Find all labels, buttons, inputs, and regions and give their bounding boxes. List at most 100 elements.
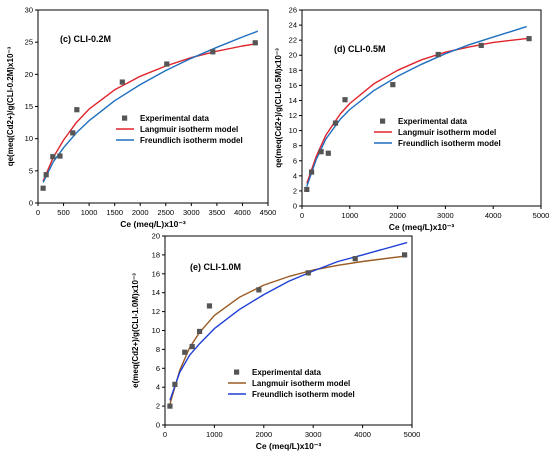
y-tick-label: 12: [152, 307, 160, 316]
x-tick-label: 1000: [206, 430, 223, 439]
data-point: [325, 150, 331, 156]
x-axis-title: Ce (meq/L)x10⁻³: [256, 441, 322, 451]
chart-panel-1: 0 500 1000 1500 2000 2500 3000 3500 4000 4500 0 5 10…: [6, 6, 276, 230]
data-point: [478, 42, 484, 49]
y-tick-label: 6: [293, 156, 297, 165]
y-tick-label: 16: [152, 269, 160, 278]
panel-label: (e) CLI-1.0M: [190, 262, 241, 272]
x-tick-label: 4000: [485, 211, 502, 220]
legend: Experimental data Langmuir isotherm model…: [116, 114, 243, 145]
plot-frame: [301, 9, 542, 207]
y-tick-label: 8: [156, 345, 160, 354]
data-point: [196, 328, 203, 335]
panel-label: (c) CLI-0.2M: [60, 34, 111, 44]
y-tick-label: 20: [25, 70, 33, 79]
data-point: [57, 153, 63, 159]
x-tick-label: 5000: [404, 430, 421, 439]
y-tick-label: 20: [152, 232, 160, 241]
x-tick-label: 500: [57, 208, 70, 217]
data-point: [318, 149, 324, 155]
y-axis-title: qe(meq(Cd2+)/g(CLI-0.2M)x10⁻³: [6, 46, 15, 166]
data-point: [256, 287, 262, 293]
data-point: [43, 172, 49, 178]
x-tick-label: 0: [36, 208, 40, 217]
y-tick-label: 10: [289, 126, 297, 135]
chart-panel-3: 0 1000 2000 3000 4000 5000 0 2 4 6 8 10 12 14 16 18 20 Ce…: [131, 232, 420, 452]
x-tick-label: 3000: [183, 208, 200, 217]
data-point: [189, 343, 195, 350]
legend-marker-points: [122, 115, 128, 121]
y-tick-label: 0: [293, 202, 297, 211]
legend-label: Langmuir isotherm model: [252, 379, 350, 388]
x-tick-label: 2000: [255, 430, 272, 439]
series-line-langmuir: [169, 255, 408, 405]
series-line-freundlich: [42, 30, 259, 183]
y-tick-label: 20: [289, 51, 297, 60]
data-point: [304, 186, 310, 193]
x-tick-label: 0: [300, 211, 304, 220]
data-point: [252, 40, 258, 46]
series-line-freundlich: [169, 241, 408, 401]
x-tick-label: 4000: [354, 430, 371, 439]
y-tick-label: 14: [289, 96, 297, 105]
data-point: [119, 79, 125, 85]
x-tick-label: 3000: [305, 430, 322, 439]
x-tick-label: 4000: [234, 208, 251, 217]
y-tick-label: 16: [289, 81, 297, 90]
y-tick-label: 0: [156, 421, 160, 430]
data-point: [206, 303, 213, 309]
data-point: [210, 49, 216, 55]
series-line-langmuir: [306, 37, 527, 184]
y-tick-label: 18: [289, 66, 297, 75]
legend-label: Langmuir isotherm model: [140, 125, 238, 134]
x-tick-label: 1000: [81, 208, 98, 217]
x-tick-label: 4500: [260, 208, 277, 217]
data-point: [305, 270, 311, 276]
x-tick-label: 2500: [157, 208, 174, 217]
data-point: [172, 381, 178, 387]
x-tick-label: 3500: [209, 208, 226, 217]
y-tick-label: 8: [293, 141, 297, 150]
x-tick-label: 1500: [106, 208, 123, 217]
y-tick-label: 6: [156, 364, 160, 373]
y-tick-label: 4: [293, 171, 297, 180]
x-tick-label: 3000: [437, 211, 454, 220]
data-point: [164, 61, 170, 67]
y-tick-label: 26: [289, 6, 297, 15]
legend-marker-points: [234, 369, 240, 375]
y-tick-label: 24: [289, 21, 297, 30]
y-tick-label: 22: [289, 36, 297, 45]
legend-label: Freundlich isotherm model: [252, 390, 355, 399]
y-axis-title: qe(meq(Cd2+)/g(CLI-0.5M)x10⁻³: [274, 48, 283, 168]
x-axis-title: Ce (meq/L)x10⁻³: [120, 219, 186, 229]
data-point: [526, 36, 532, 42]
data-point: [182, 349, 188, 355]
y-tick-label: 4: [156, 383, 160, 392]
y-tick-label: 30: [25, 6, 33, 15]
y-tick-label: 10: [152, 326, 160, 335]
legend-label: Freundlich isotherm model: [398, 139, 501, 148]
x-tick-label: 1000: [341, 211, 358, 220]
legend-label: Experimental data: [140, 114, 209, 123]
data-point: [390, 82, 396, 88]
legend-label: Experimental data: [398, 117, 467, 126]
y-tick-label: 15: [25, 102, 33, 111]
legend-label: Freundlich isotherm model: [140, 136, 243, 145]
y-axis-title: e(meq(Cd2+)/g(CLI-1.0M)x10⁻³: [131, 273, 140, 388]
panel-label: (d) CLI-0.5M: [334, 44, 386, 54]
data-point: [401, 252, 408, 258]
x-tick-label: 2000: [132, 208, 149, 217]
legend-marker-points: [380, 118, 386, 124]
series-line-langmuir: [42, 42, 258, 182]
x-tick-label: 5000: [533, 211, 550, 220]
y-tick-label: 14: [152, 288, 160, 297]
chart-panel-2: 0 1000 2000 3000 4000 50000246810121416182022…: [274, 6, 549, 233]
x-tick-label: 2000: [389, 211, 406, 220]
data-point: [70, 130, 76, 136]
data-point: [332, 120, 339, 126]
legend-label: Experimental data: [252, 368, 321, 377]
data-point: [50, 154, 56, 160]
y-tick-label: 2: [156, 402, 160, 411]
data-point: [342, 97, 348, 103]
